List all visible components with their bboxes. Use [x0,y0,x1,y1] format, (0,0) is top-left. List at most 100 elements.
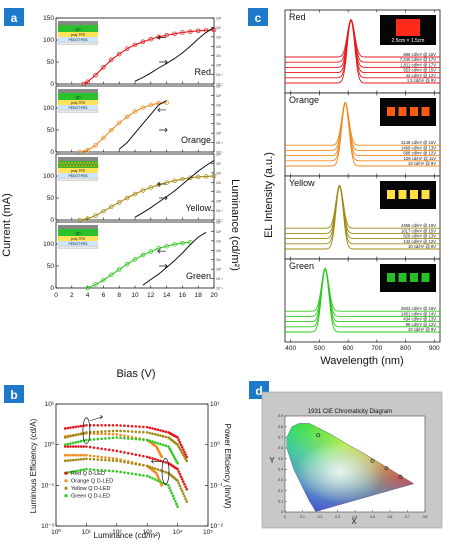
panel-b-ytick-label: 10¹ [45,401,55,408]
panel-b-pe-point [159,480,162,484]
panel-b-le-point [176,443,179,446]
panel-b-pe-point [170,492,174,495]
panel-b-le-point [148,439,152,443]
panel-d-point [316,433,321,438]
panel-b-legend-marker [64,471,68,475]
panel-b-le-point [126,430,130,433]
panel-b-frame [55,403,209,527]
panel-a-xtick-label: 8 [117,292,121,299]
panel-b-pe-point [119,458,122,461]
stack-htl-label: poly-TPD [71,237,86,241]
panel-a-arrow-left [157,107,166,113]
panel-b-le-point [107,432,111,436]
panel-c-spectrum-label: 1617 cd/m² @ 15V [401,228,436,233]
panel-c-device-photo [380,98,436,126]
panel-a-ytick-label: 50 [47,195,55,202]
panel-c-spectrum-red [285,20,440,63]
panel-a-rtick-label: 10⁻¹ [216,277,224,281]
panel-b-pe-point [111,449,115,452]
panel-c-spectrum-orange [285,103,440,162]
panel-b-le-point [96,432,100,435]
panel-b-pe-point [142,463,145,467]
panel-b-le-point [115,436,119,439]
panel-b-le-point [79,439,83,443]
panel-b-pe-point [85,445,88,448]
panel-b-pe-point [69,445,72,448]
stack-qd-dot [60,164,63,168]
panel-b-pe-point [119,470,122,474]
stack-qd-dot [69,164,72,168]
panel-b-pe-point [100,458,103,462]
panel-b-le-point [130,424,134,428]
panel-b-pe-point [179,475,183,478]
photo-caption: 2.5cm × 1.5cm [392,38,425,44]
panel-c-subplot-name: Red [289,12,306,22]
panel-b-le-point [123,429,126,433]
stack-htl [58,236,98,241]
panel-b-le-point [142,425,145,429]
panel-b-le-point [100,432,103,436]
panel-b-pe-point [179,487,183,490]
stack-qd-dot [70,161,74,165]
panel-a-rtick-label: 10⁰ [216,132,222,136]
panel-b-series-0 [63,423,189,491]
panel-b-pe-point [145,455,149,459]
panel-b-le-point [134,430,138,434]
stack-hil-label: PEDOT:PSS [68,106,88,110]
panel-c-spectrum-label: 1.5 cd/m² @ 9V [407,78,436,83]
panel-b-le-point [142,430,145,434]
stack-qd-dot [93,164,96,168]
panel-a-arrow-left [157,248,166,254]
panel-c-ylabel: EL Intensity (a.u.) [263,152,275,238]
stack-hil-label: PEDOT:PSS [68,174,88,178]
panel-a-ylabel-right: Luminance (cd/m²) [229,179,241,271]
panel-b-le-point [100,430,103,433]
panel-a-arrow-right [159,263,168,269]
panel-b-le-point [175,459,178,463]
panel-b-le-point [77,440,80,444]
panel-b-le-point [66,426,70,430]
panel-d-white-region [286,423,414,512]
panel-b-le-point [171,453,175,457]
panel-a-current-line-yellow [79,175,215,221]
panel-c-spectrum-yellow [285,186,440,245]
panel-c-spectrum-orange [285,103,440,167]
panel-a-rtick-label: 10¹ [216,54,222,58]
panel-b-pe-point [171,494,175,498]
panel-a-current-point [93,282,98,287]
panel-b-pe-point [96,468,100,472]
panel-c-spectrum-orange [285,102,440,146]
panel-b-pe-point [71,453,75,457]
panel-b-pe-point [148,475,152,479]
panel-a-current-point [116,200,122,205]
panel-b-ylabel-right: Power Efficiency (lm/W) [223,424,232,509]
panel-b-pe-point [159,459,162,463]
photo-pixel [398,273,407,282]
panel-c-spectrum-label: 826 cd/m² @ 13V [403,234,436,239]
panel-b-le-point [92,430,96,434]
panel-b-le-point [111,429,115,433]
panel-a-current-point [180,176,185,182]
panel-b-pe-point [63,459,67,463]
stack-hil [58,105,98,110]
panel-a-current-point [132,109,138,114]
panel-d-ytick-label: 0.1 [278,500,283,504]
panel-b-le-point [92,438,96,441]
panel-c-spectrum-green [285,268,440,317]
panel-b-le-point [104,437,107,440]
panel-a-current-point [148,36,154,42]
photo-emitting-area [396,19,420,36]
panel-b-pe-point [164,461,168,464]
panel-b-le-point [96,423,100,427]
panel-b-pe-point [123,451,126,454]
panel-b-pe-point [134,472,138,476]
panel-b-rtick-label: 10⁻² [210,523,224,530]
panel-b-le-point [151,427,154,430]
panel-b-le-point [100,423,103,427]
panel-a-current-point [132,42,138,48]
panel-b-le-point [183,455,186,459]
stack-qd-label: QD [75,95,81,99]
